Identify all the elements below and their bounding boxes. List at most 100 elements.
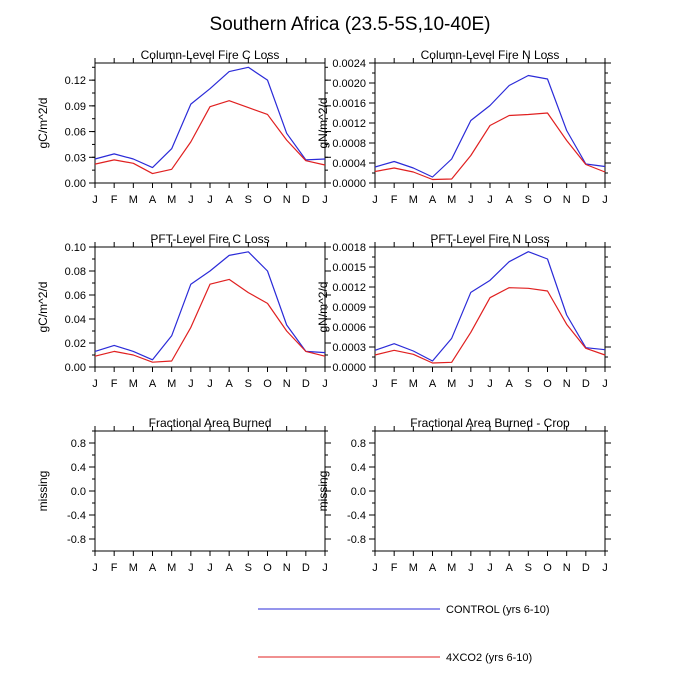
y-tick-label: 0.00 xyxy=(65,362,86,374)
x-tick-label: M xyxy=(129,194,138,206)
y-tick-label: 0.12 xyxy=(65,75,86,87)
y-tick-label: 0.0024 xyxy=(332,58,366,70)
x-tick-label: J xyxy=(207,194,213,206)
x-tick-label: O xyxy=(263,194,272,206)
y-tick-label: 0.10 xyxy=(65,242,86,254)
x-tick-label: J xyxy=(468,378,474,390)
x-tick-label: S xyxy=(245,378,252,390)
x-tick-label: N xyxy=(283,194,291,206)
panel-title: Column-Level Fire N Loss xyxy=(421,48,560,62)
y-tick-label: 0.04 xyxy=(65,314,86,326)
y-tick-label: 0.8 xyxy=(71,438,86,450)
x-tick-label: N xyxy=(563,562,571,574)
x-tick-label: O xyxy=(543,562,552,574)
x-tick-label: D xyxy=(302,194,310,206)
x-tick-label: A xyxy=(225,378,233,390)
y-tick-label: 0.0016 xyxy=(332,98,366,110)
panel-title: PFT-Level Fire C Loss xyxy=(150,232,269,246)
x-tick-label: J xyxy=(322,194,328,206)
x-tick-label: F xyxy=(111,562,118,574)
x-tick-label: J xyxy=(92,194,98,206)
x-tick-label: S xyxy=(525,194,532,206)
x-tick-label: A xyxy=(225,194,233,206)
x-tick-label: J xyxy=(487,378,493,390)
y-tick-label: 0.0020 xyxy=(332,78,366,90)
x-tick-label: O xyxy=(263,378,272,390)
x-tick-label: M xyxy=(129,562,138,574)
y-axis-label: gN/m^2/d xyxy=(316,282,330,333)
x-tick-label: J xyxy=(188,562,194,574)
x-tick-label: S xyxy=(525,378,532,390)
x-tick-label: J xyxy=(372,194,378,206)
x-tick-label: J xyxy=(207,378,213,390)
plot-frame xyxy=(374,62,606,184)
y-tick-label: 0.0012 xyxy=(332,118,366,130)
y-tick-label: 0.08 xyxy=(65,266,86,278)
y-tick-label: 0.4 xyxy=(351,462,366,474)
y-axis-label: gC/m^2/d xyxy=(36,282,50,333)
y-tick-label: 0.0004 xyxy=(332,158,366,170)
x-tick-label: M xyxy=(167,194,176,206)
x-tick-label: J xyxy=(322,378,328,390)
y-tick-label: 0.4 xyxy=(71,462,86,474)
main-title: Southern Africa (23.5-5S,10-40E) xyxy=(210,14,491,35)
panel-title: Fractional Area Burned - Crop xyxy=(410,416,570,430)
series-line-control xyxy=(374,251,606,362)
x-tick-label: J xyxy=(92,562,98,574)
x-tick-label: A xyxy=(429,562,437,574)
series-line-control xyxy=(94,66,326,169)
y-axis-label: missing xyxy=(316,471,330,512)
y-tick-label: 0.0008 xyxy=(332,138,366,150)
y-tick-label: 0.0006 xyxy=(332,322,366,334)
legend: CONTROL (yrs 6-10) 4XCO2 (yrs 6-10) xyxy=(258,604,550,664)
x-tick-label: J xyxy=(468,562,474,574)
x-tick-label: A xyxy=(505,562,513,574)
x-tick-label: J xyxy=(92,378,98,390)
x-tick-label: J xyxy=(602,194,608,206)
y-tick-label: 0.06 xyxy=(65,127,86,139)
y-tick-label: 0.0003 xyxy=(332,342,366,354)
y-tick-label: 0.0012 xyxy=(332,282,366,294)
y-tick-label: 0.0015 xyxy=(332,262,366,274)
legend-label-control: CONTROL (yrs 6-10) xyxy=(446,604,550,616)
x-tick-label: F xyxy=(111,194,118,206)
x-tick-label: M xyxy=(409,194,418,206)
series-line-co2 xyxy=(374,287,606,364)
x-tick-label: A xyxy=(149,378,157,390)
x-tick-label: F xyxy=(391,378,398,390)
y-axis-label: missing xyxy=(36,471,50,512)
x-tick-label: D xyxy=(302,562,310,574)
panel-title: PFT-Level Fire N Loss xyxy=(430,232,549,246)
y-tick-label: -0.8 xyxy=(67,534,86,546)
y-tick-label: 0.0018 xyxy=(332,242,366,254)
plot-frame xyxy=(94,430,326,552)
x-tick-label: A xyxy=(505,378,513,390)
x-tick-label: M xyxy=(447,194,456,206)
series-line-co2 xyxy=(374,112,606,181)
panel-title: Column-Level Fire C Loss xyxy=(141,48,280,62)
x-tick-label: D xyxy=(582,194,590,206)
series-line-control xyxy=(94,251,326,361)
plot-frame xyxy=(374,430,606,552)
x-tick-label: A xyxy=(225,562,233,574)
x-tick-label: F xyxy=(391,562,398,574)
x-tick-label: A xyxy=(149,194,157,206)
x-tick-label: J xyxy=(602,378,608,390)
x-tick-label: F xyxy=(391,194,398,206)
x-tick-label: D xyxy=(582,562,590,574)
x-tick-label: J xyxy=(188,378,194,390)
x-tick-label: O xyxy=(263,562,272,574)
x-tick-label: A xyxy=(429,194,437,206)
x-tick-label: D xyxy=(582,378,590,390)
y-tick-label: -0.8 xyxy=(347,534,366,546)
x-tick-label: J xyxy=(207,562,213,574)
x-tick-label: J xyxy=(602,562,608,574)
y-tick-label: 0.8 xyxy=(351,438,366,450)
x-tick-label: F xyxy=(111,378,118,390)
panel-title: Fractional Area Burned xyxy=(149,416,272,430)
